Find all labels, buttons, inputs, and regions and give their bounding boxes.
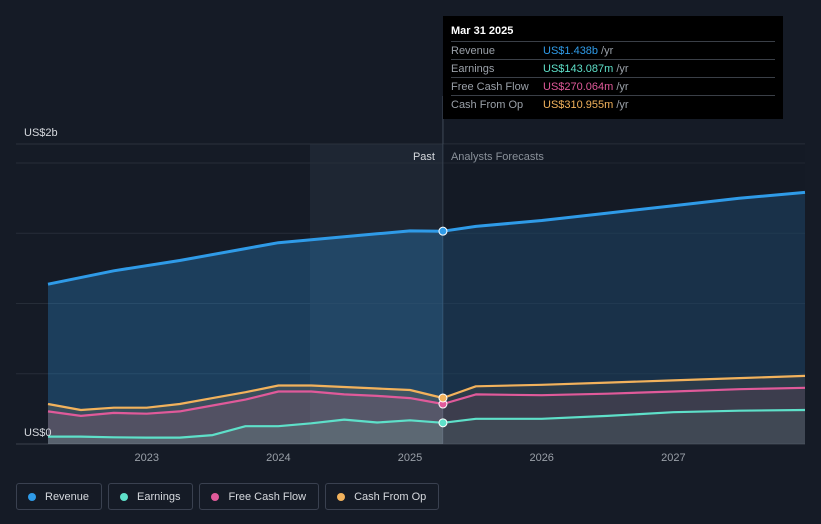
tooltip-value: US$270.064m	[543, 80, 614, 93]
legend-item-earnings[interactable]: Earnings	[108, 483, 194, 510]
revenue-dot-icon	[28, 492, 36, 501]
series-line-revenue	[47, 190, 806, 286]
legend: Revenue Earnings Free Cash Flow Cash Fro…	[16, 483, 440, 510]
x-tick-label: 2027	[661, 452, 685, 464]
earnings-dot-icon	[120, 492, 129, 501]
tooltip-row-revenue: Revenue US$1.438b /yr	[451, 41, 775, 59]
cash-from-op-dot-icon	[337, 492, 346, 501]
tooltip-row-earnings: Earnings US$143.087m /yr	[451, 59, 775, 77]
tooltip-value: US$143.087m	[543, 62, 614, 75]
free-cash-flow-dot-icon	[211, 492, 220, 501]
legend-label: Revenue	[45, 490, 90, 503]
series-line-free-cash-flow	[47, 386, 806, 417]
x-tick-label: 2025	[398, 452, 422, 464]
legend-item-revenue[interactable]: Revenue	[16, 483, 103, 510]
tooltip-unit: /yr	[601, 44, 614, 57]
tooltip-panel: Mar 31 2025 Revenue US$1.438b /yr Earnin…	[443, 16, 783, 119]
series-area-earnings	[48, 410, 805, 444]
y-tick-label: US$2b	[24, 127, 58, 139]
marker-revenue	[438, 226, 448, 236]
series-line-cash-from-op	[47, 374, 806, 412]
y-tick-label: US$0	[24, 427, 52, 439]
tooltip-row-free-cash-flow: Free Cash Flow US$270.064m /yr	[451, 77, 775, 95]
legend-label: Earnings	[137, 490, 181, 503]
tooltip-label: Cash From Op	[451, 98, 524, 111]
tooltip-value: US$1.438b	[543, 44, 599, 57]
tooltip-unit: /yr	[616, 80, 629, 93]
tooltip-unit: /yr	[616, 98, 629, 111]
tooltip-date: Mar 31 2025	[451, 25, 514, 37]
forecast-shade	[442, 144, 805, 444]
tooltip-value: US$310.955m	[543, 98, 614, 111]
tooltip-label: Revenue	[451, 44, 496, 57]
marker-cash-from-op	[438, 393, 448, 403]
legend-item-free-cash-flow[interactable]: Free Cash Flow	[199, 483, 320, 510]
series-area-revenue	[48, 192, 805, 444]
x-tick-label: 2023	[134, 452, 158, 464]
x-tick-label: 2026	[529, 452, 553, 464]
series-line-earnings	[48, 408, 806, 439]
tooltip-unit: /yr	[616, 62, 629, 75]
tooltip-label: Free Cash Flow	[451, 80, 529, 93]
legend-item-cash-from-op[interactable]: Cash From Op	[325, 483, 440, 510]
x-tick-label: 2024	[266, 452, 290, 464]
chart-canvas: 2023 2024 2025 2026 2027 US$0 US$2b Past Analyst…	[16, 96, 806, 464]
tooltip-row-cash-from-op: Cash From Op US$310.955m /yr	[451, 95, 775, 113]
marker-earnings	[438, 418, 448, 428]
legend-label: Free Cash Flow	[228, 490, 307, 503]
forecast-label: Analysts Forecasts	[451, 151, 544, 163]
past-label: Past	[413, 151, 435, 163]
legend-label: Cash From Op	[354, 490, 427, 503]
tooltip-label: Earnings	[451, 62, 495, 75]
